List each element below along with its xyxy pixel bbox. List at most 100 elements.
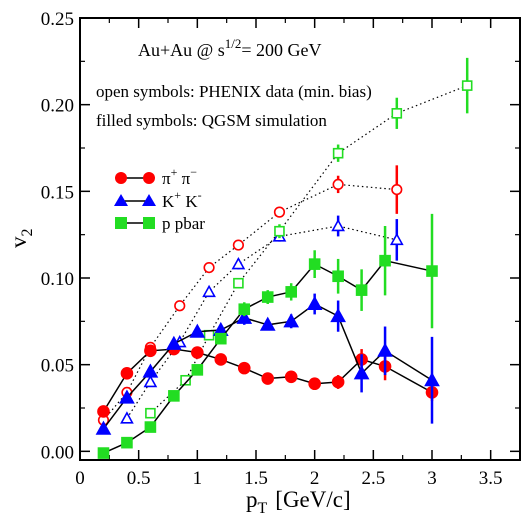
legend-proton-marker-right — [143, 217, 155, 229]
data-point — [143, 374, 158, 388]
data-point — [97, 447, 110, 459]
series-simulation-triangle — [95, 293, 440, 435]
legend-kaon-label: K+ K- — [162, 188, 202, 211]
data-point — [95, 420, 112, 435]
series-data-square — [145, 57, 473, 419]
legend-pion-marker-left — [115, 172, 127, 184]
data-point — [332, 178, 344, 190]
x-tick-label: 3.5 — [479, 468, 503, 489]
y-tick-label: 0.20 — [41, 96, 74, 117]
y-tick-label: 0.15 — [41, 182, 74, 203]
series-line — [126, 225, 397, 419]
series-layer — [95, 57, 473, 459]
data-point — [274, 225, 285, 237]
data-point — [332, 147, 344, 159]
data-point — [308, 258, 321, 270]
data-point — [180, 374, 191, 386]
data-point — [353, 365, 370, 380]
open-symbols-note: open symbols: PHENIX data (min. bias) — [96, 82, 372, 101]
data-point — [331, 218, 345, 232]
data-point — [308, 377, 321, 391]
y-tick-label: 0.05 — [41, 356, 74, 377]
data-point — [426, 265, 438, 277]
data-point — [120, 411, 134, 424]
data-point — [273, 206, 286, 218]
filled-symbols-note: filled symbols: QGSM simulation — [96, 111, 327, 130]
data-point — [191, 346, 204, 359]
title-rest: = 200 GeV — [241, 40, 321, 60]
data-point — [215, 332, 227, 345]
data-point — [236, 309, 253, 324]
data-point — [233, 277, 244, 289]
axis-ticks: 0 0.5 1 1.5 2 2.5 3 3.5 0.00 0.05 0.10 0.15 0.20 0.25 — [41, 9, 520, 489]
data-point — [145, 407, 156, 419]
data-point — [168, 390, 180, 402]
title-annotation: Au+Au @ s1/2= 200 GeV — [138, 36, 322, 60]
series-data-circle — [97, 165, 403, 426]
data-point — [238, 303, 251, 316]
data-point — [284, 370, 298, 384]
x-tick-label: 0.5 — [127, 468, 151, 489]
data-point — [119, 389, 135, 404]
series-line — [149, 85, 468, 414]
data-point — [331, 375, 345, 389]
series-line — [102, 303, 433, 430]
series-data-triangle — [120, 215, 404, 424]
legend-proton-marker-left — [115, 217, 127, 229]
data-point — [461, 80, 473, 91]
data-point — [355, 284, 368, 296]
data-point — [261, 372, 275, 385]
data-point — [232, 239, 244, 251]
y-tick-label: 0.10 — [41, 269, 74, 290]
data-point — [259, 316, 276, 331]
data-point — [121, 436, 133, 449]
legend-proton-label: p pbar — [162, 214, 205, 233]
data-point — [203, 329, 215, 341]
legend-kaon-marker-left — [114, 194, 128, 206]
data-point — [391, 184, 403, 196]
data-point — [214, 353, 228, 366]
legend: π+ π− K+ K- p pbar — [114, 165, 205, 233]
data-point — [166, 335, 182, 350]
x-tick-label: 1.5 — [244, 468, 268, 489]
data-point — [332, 270, 344, 283]
data-point — [144, 421, 157, 433]
x-axis-title: pT [GeV/c] — [246, 487, 351, 517]
data-point — [424, 372, 440, 387]
data-point — [283, 313, 300, 328]
legend-pion-label: π+ π− — [162, 165, 197, 188]
data-point — [389, 232, 404, 246]
x-tick-label: 0 — [75, 468, 85, 489]
y-tick-label: 0.25 — [41, 9, 74, 30]
data-point — [203, 262, 215, 274]
series-simulation-square — [97, 213, 438, 459]
data-point — [191, 364, 204, 376]
x-tick-label: 2.5 — [361, 468, 385, 489]
data-point — [391, 108, 403, 119]
data-point — [377, 342, 393, 357]
legend-pion-marker-right — [143, 172, 155, 184]
data-point — [142, 363, 159, 378]
data-point — [189, 323, 206, 338]
y-axis-title: v2 — [6, 229, 36, 249]
data-point — [261, 291, 274, 303]
data-point — [231, 256, 246, 270]
x-tick-label: 1 — [193, 468, 203, 489]
data-point — [97, 405, 110, 418]
data-point — [330, 307, 346, 323]
data-point — [174, 300, 186, 312]
data-point — [144, 344, 157, 358]
data-point — [120, 367, 134, 380]
data-point — [202, 284, 216, 298]
y-tick-label: 0.00 — [41, 442, 74, 463]
data-point — [285, 286, 298, 298]
data-point — [379, 254, 391, 267]
plot-frame — [79, 17, 521, 461]
data-point — [237, 361, 251, 375]
title-sup: 1/2 — [225, 36, 242, 51]
legend-kaon-marker-right — [142, 194, 156, 206]
title-main: Au+Au @ s — [138, 40, 225, 60]
x-tick-label: 2 — [310, 468, 320, 489]
x-tick-label: 3 — [427, 468, 437, 489]
